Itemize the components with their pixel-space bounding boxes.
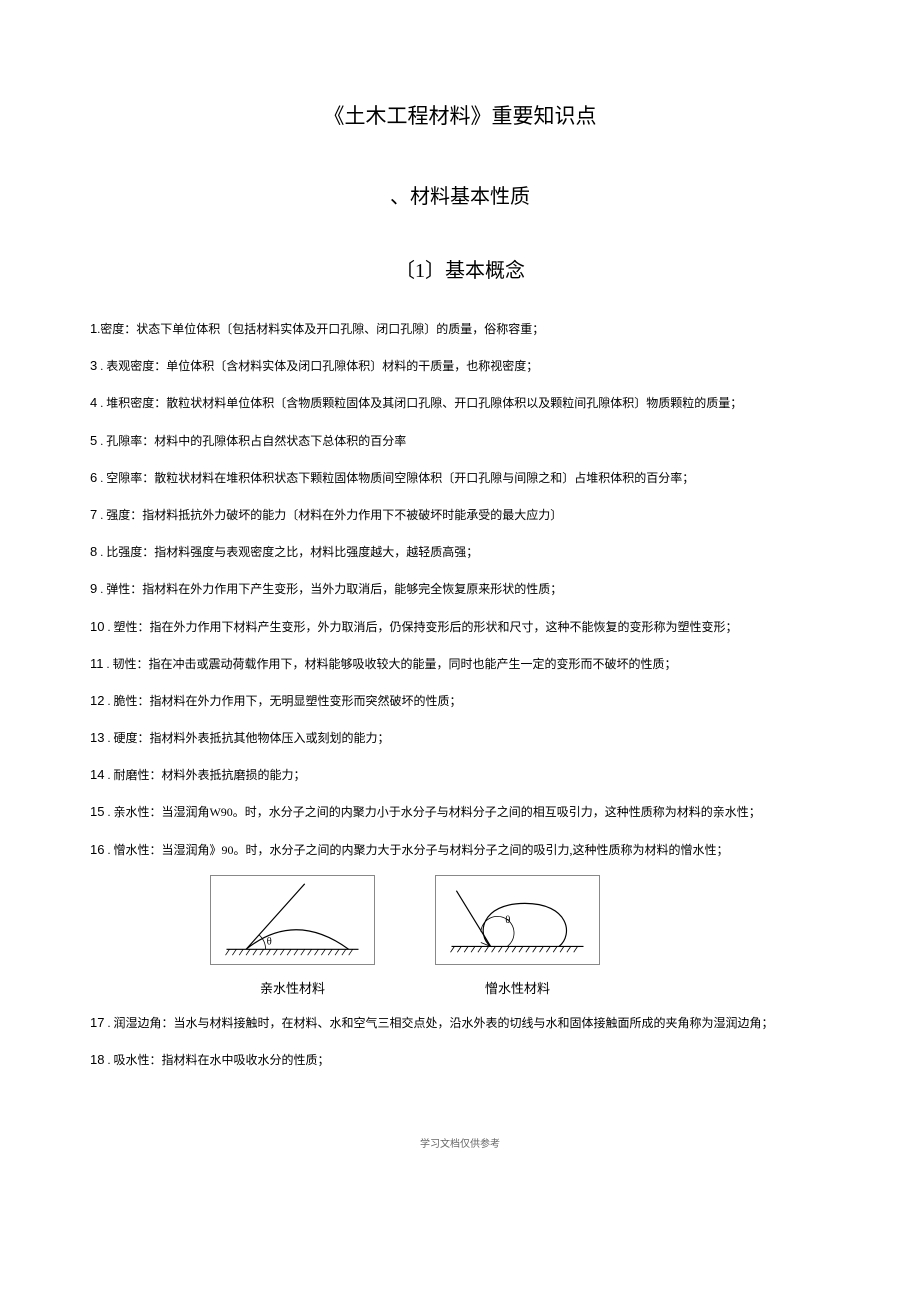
item-text: . 弹性：指材料在外力作用下产生变形，当外力取消后，能够完全恢复原来形状的性质； <box>97 582 562 596</box>
main-title: 《土木工程材料》重要知识点 <box>90 100 830 130</box>
definition-item: 13 . 硬度：指材料外表抵抗其他物体压入或刻划的能力； <box>90 722 830 753</box>
item-text: . 吸水性：指材料在水中吸收水分的性质； <box>104 1053 329 1067</box>
definition-item: 1.密度：状态下单位体积〔包括材料实体及开口孔隙、闭口孔隙〕的质量，俗称容重； <box>90 313 830 344</box>
items-list-after: 17 . 润湿边角：当水与材料接触时，在材料、水和空气三相交点处，沿水外表的切线… <box>90 1007 830 1075</box>
definition-item: 10 . 塑性：指在外力作用下材料产生变形，外力取消后，仍保持变形后的形状和尺寸… <box>90 611 830 642</box>
item-text: . 堆积密度：散粒状材料单位体积〔含物质颗粒固体及其闭口孔隙、开口孔隙体积以及颗… <box>97 396 742 410</box>
hydrophobic-diagram: θ 憎水性材料 <box>435 875 600 997</box>
item-text: . 亲水性：当湿润角W90。时，水分子之间的内聚力小于水分子与材料分子之间的相互… <box>104 805 760 819</box>
item-number: 18 <box>90 1052 104 1067</box>
item-text: . 韧性：指在冲击或震动荷载作用下，材料能够吸收较大的能量，同时也能产生一定的变… <box>104 657 677 671</box>
item-text: . 硬度：指材料外表抵抗其他物体压入或刻划的能力； <box>104 731 389 745</box>
item-number: 10 <box>90 619 104 634</box>
definition-item: 9 . 弹性：指材料在外力作用下产生变形，当外力取消后，能够完全恢复原来形状的性… <box>90 573 830 604</box>
item-number: 12 <box>90 693 104 708</box>
diagrams-row: θ 亲水性材料 θ 憎水性材料 <box>210 875 830 997</box>
definition-item: 4 . 堆积密度：散粒状材料单位体积〔含物质颗粒固体及其闭口孔隙、开口孔隙体积以… <box>90 387 830 418</box>
hydrophilic-svg: θ <box>210 875 375 965</box>
footer-text: 学习文档仅供参考 <box>90 1135 830 1150</box>
definition-item: 15 . 亲水性：当湿润角W90。时，水分子之间的内聚力小于水分子与材料分子之间… <box>90 796 830 827</box>
subsection-title: 〔1〕基本概念 <box>90 254 830 283</box>
item-text: . 耐磨性：材料外表抵抗磨损的能力； <box>104 768 305 782</box>
definition-item: 18 . 吸水性：指材料在水中吸收水分的性质； <box>90 1044 830 1075</box>
item-number: 15 <box>90 804 104 819</box>
section-title: 、材料基本性质 <box>90 180 830 209</box>
definition-item: 14 . 耐磨性：材料外表抵抗磨损的能力； <box>90 759 830 790</box>
hydrophilic-diagram: θ 亲水性材料 <box>210 875 375 997</box>
item-text: . 强度：指材料抵抗外力破坏的能力〔材料在外力作用下不被破坏时能承受的最大应力〕 <box>97 508 562 522</box>
item-number: 16 <box>90 842 104 857</box>
item-number: 14 <box>90 767 104 782</box>
definition-item: 3 . 表观密度：单位体积〔含材料实体及闭口孔隙体积〕材料的干质量，也称视密度； <box>90 350 830 381</box>
item-text: .密度：状态下单位体积〔包括材料实体及开口孔隙、闭口孔隙〕的质量，俗称容重； <box>97 322 544 336</box>
hydrophobic-caption: 憎水性材料 <box>435 978 600 997</box>
items-list: 1.密度：状态下单位体积〔包括材料实体及开口孔隙、闭口孔隙〕的质量，俗称容重； 3… <box>90 313 830 865</box>
item-text: . 孔隙率：材料中的孔隙体积占自然状态下总体积的百分率 <box>97 434 406 448</box>
definition-item: 16 . 憎水性：当湿润角》90。时，水分子之间的内聚力大于水分子与材料分子之间… <box>90 834 830 865</box>
definition-item: 7 . 强度：指材料抵抗外力破坏的能力〔材料在外力作用下不被破坏时能承受的最大应… <box>90 499 830 530</box>
item-text: . 脆性：指材料在外力作用下，无明显塑性变形而突然破坏的性质； <box>104 694 461 708</box>
definition-item: 12 . 脆性：指材料在外力作用下，无明显塑性变形而突然破坏的性质； <box>90 685 830 716</box>
hydrophilic-caption: 亲水性材料 <box>210 978 375 997</box>
item-text: . 表观密度：单位体积〔含材料实体及闭口孔隙体积〕材料的干质量，也称视密度； <box>97 359 538 373</box>
svg-text:θ: θ <box>505 914 510 926</box>
definition-item: 6 . 空隙率：散粒状材料在堆积体积状态下颗粒固体物质间空隙体积〔开口孔隙与间隙… <box>90 462 830 493</box>
item-number: 17 <box>90 1015 104 1030</box>
item-text: . 润湿边角：当水与材料接触时，在材料、水和空气三相交点处，沿水外表的切线与水和… <box>104 1016 773 1030</box>
definition-item: 17 . 润湿边角：当水与材料接触时，在材料、水和空气三相交点处，沿水外表的切线… <box>90 1007 830 1038</box>
item-number: 13 <box>90 730 104 745</box>
definition-item: 11 . 韧性：指在冲击或震动荷载作用下，材料能够吸收较大的能量，同时也能产生一… <box>90 648 830 679</box>
item-text: . 比强度：指材料强度与表观密度之比，材料比强度越大，越轻质高强； <box>97 545 478 559</box>
item-text: . 憎水性：当湿润角》90。时，水分子之间的内聚力大于水分子与材料分子之间的吸引… <box>104 843 728 857</box>
hydrophobic-svg: θ <box>435 875 600 965</box>
item-number: 11 <box>90 656 104 671</box>
definition-item: 8 . 比强度：指材料强度与表观密度之比，材料比强度越大，越轻质高强； <box>90 536 830 567</box>
definition-item: 5 . 孔隙率：材料中的孔隙体积占自然状态下总体积的百分率 <box>90 425 830 456</box>
item-text: . 塑性：指在外力作用下材料产生变形，外力取消后，仍保持变形后的形状和尺寸，这种… <box>104 620 737 634</box>
svg-text:θ: θ <box>267 935 272 947</box>
item-text: . 空隙率：散粒状材料在堆积体积状态下颗粒固体物质间空隙体积〔开口孔隙与间隙之和… <box>97 471 694 485</box>
